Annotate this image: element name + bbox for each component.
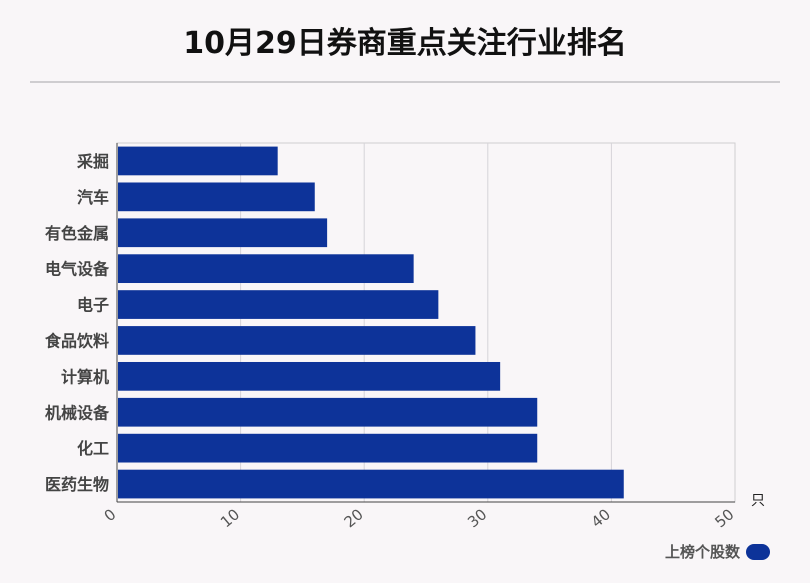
bar [118,218,328,248]
x-unit-label: 只 [751,493,765,509]
x-tick-label: 0 [101,505,120,525]
x-tick-label: 30 [464,505,490,531]
category-label: 化工 [77,439,109,458]
x-tick-label: 50 [711,505,737,531]
bar [118,326,476,355]
bar [118,290,439,319]
legend-label: 上榜个股数 [664,543,740,561]
x-tick-label: 40 [588,505,614,531]
legend[interactable]: 上榜个股数 [665,541,770,562]
category-label: 计算机 [61,367,109,386]
category-label: 机械设备 [45,403,110,422]
chart-title: 10月29日券商重点关注行业排名 [183,26,627,61]
legend-swatch [746,543,770,560]
category-label: 电子 [77,296,109,315]
bar [118,182,315,212]
category-label: 汽车 [77,188,109,207]
title-divider [30,81,780,83]
category-label: 食品饮料 [44,331,109,350]
category-label: 采掘 [76,152,109,171]
bar [118,397,538,427]
bar [118,146,278,176]
bar [118,361,501,391]
bar [118,469,624,499]
category-label: 电气设备 [45,260,110,279]
x-tick-label: 10 [217,505,243,531]
bar [118,254,414,284]
category-label: 医药生物 [45,475,109,494]
bar [118,433,538,463]
category-label: 有色金属 [45,224,109,243]
x-tick-label: 20 [341,505,367,531]
